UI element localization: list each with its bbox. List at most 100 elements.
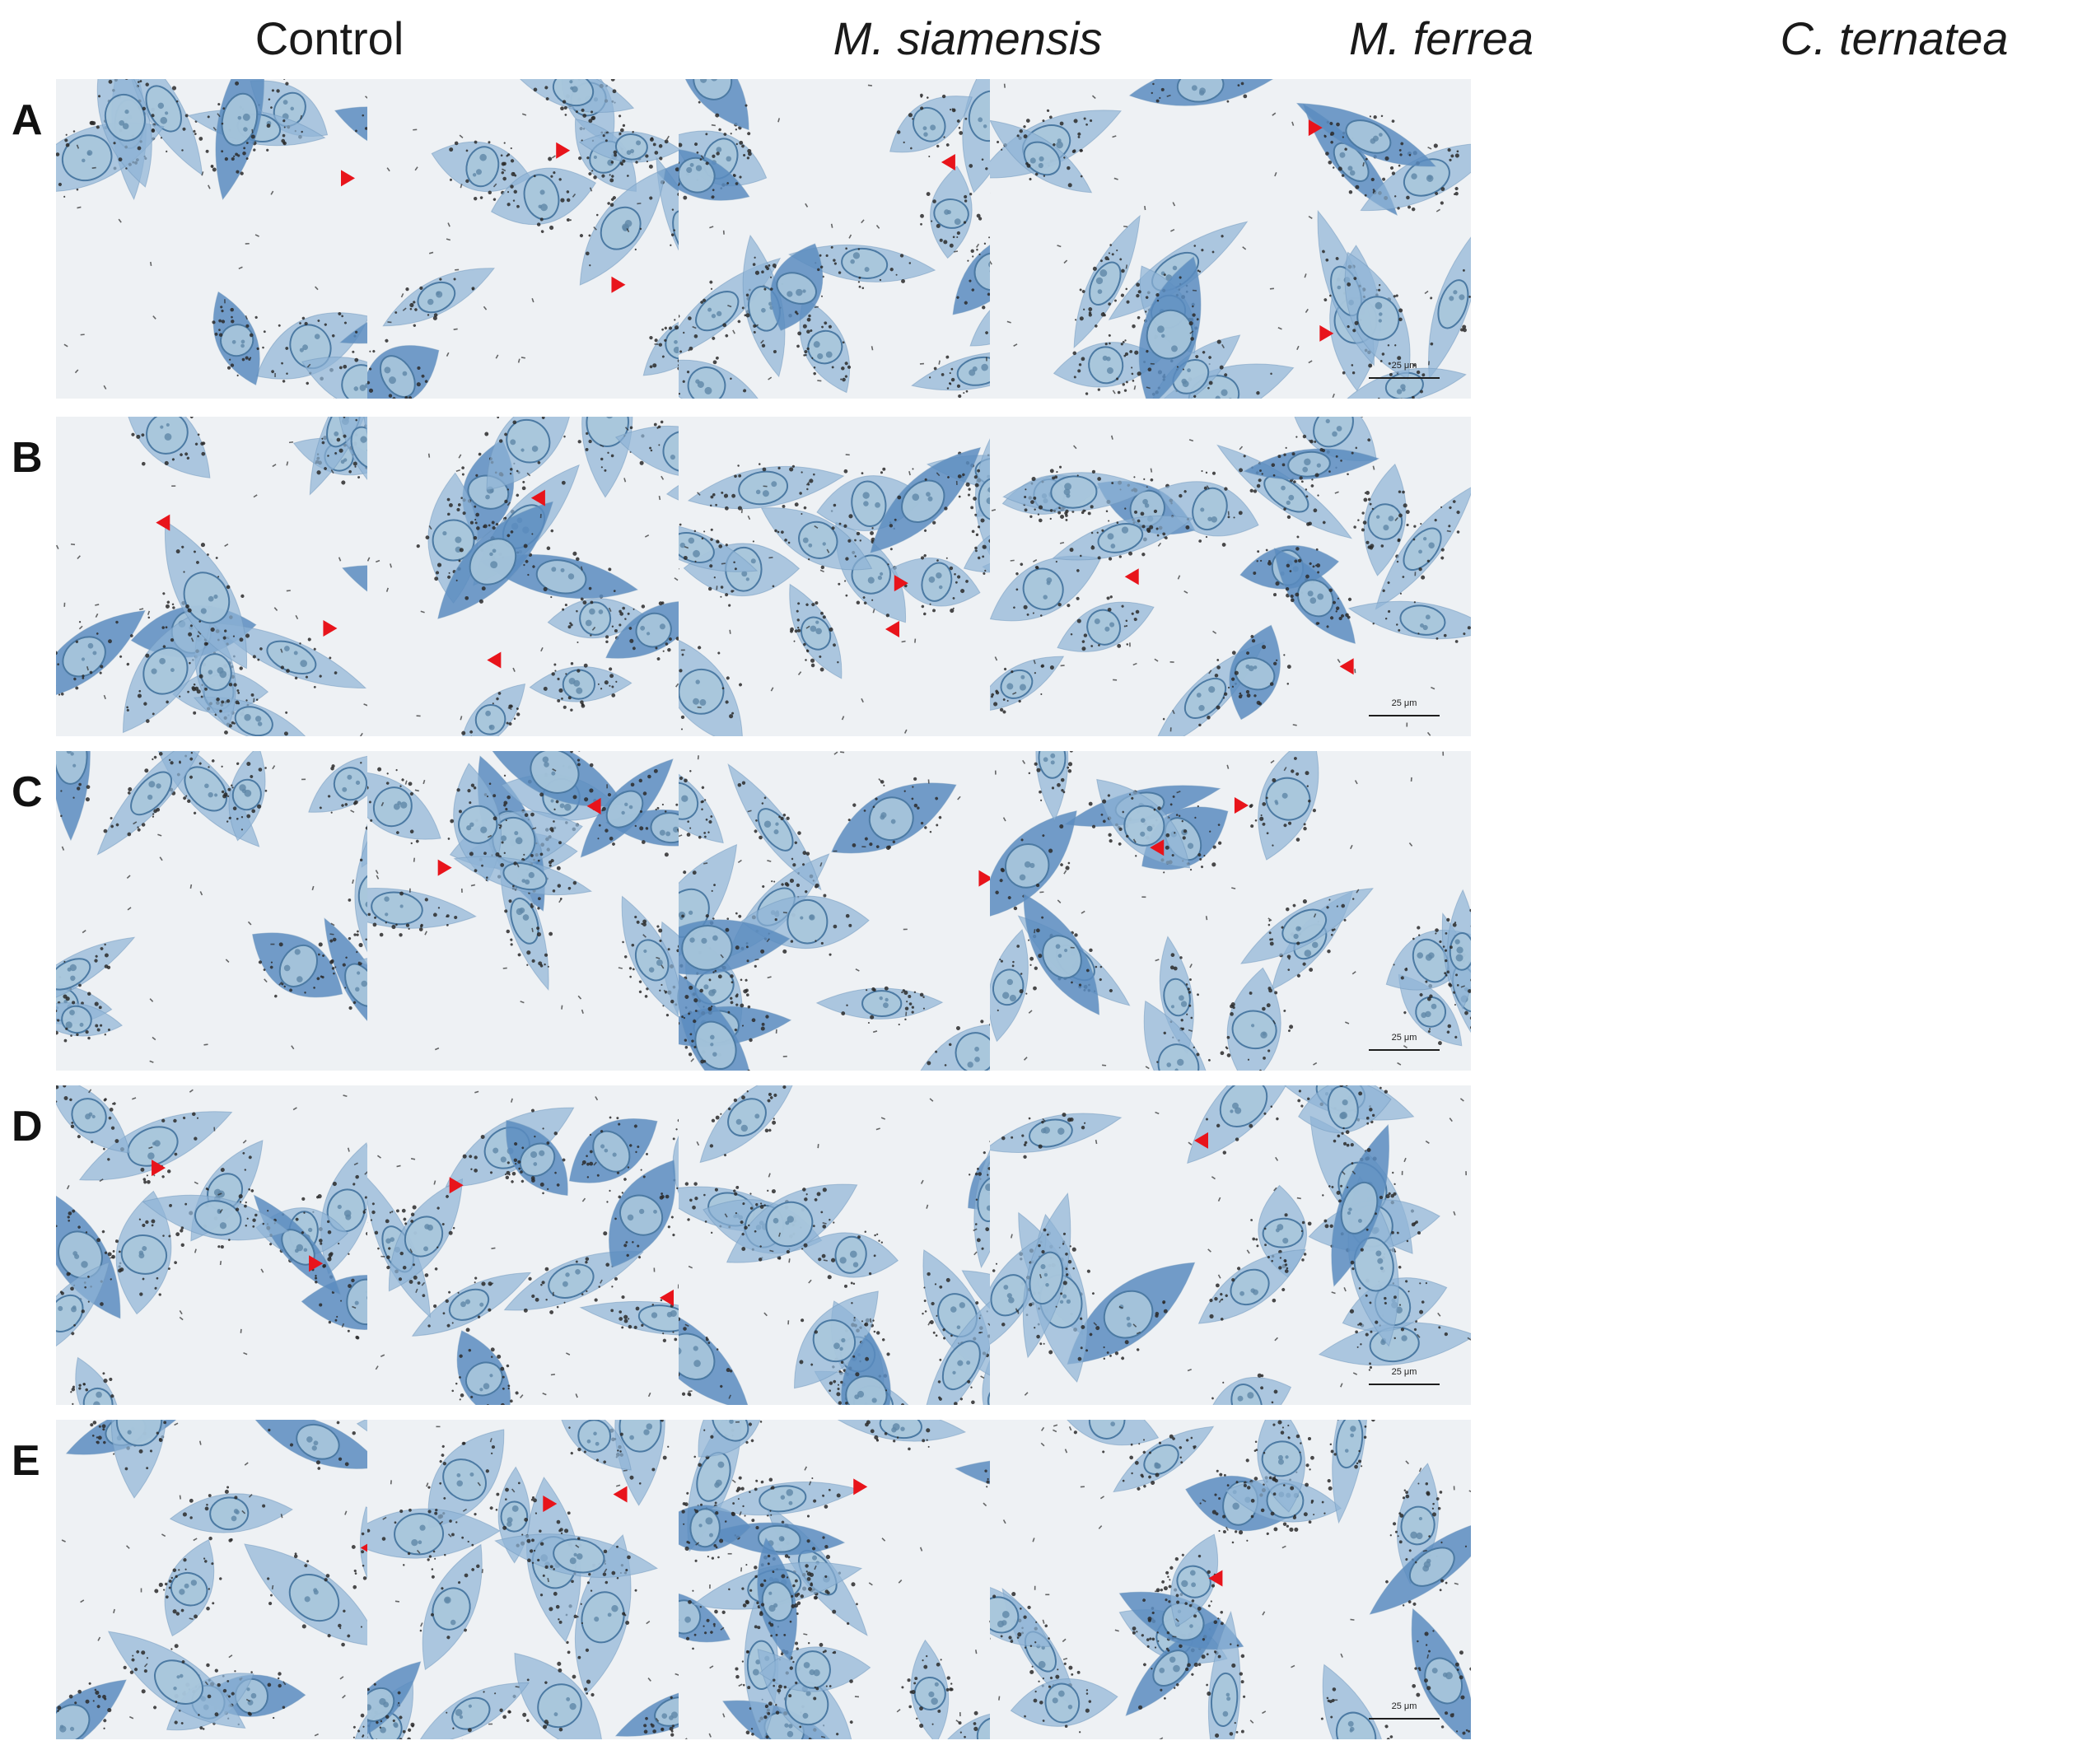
- cell: [490, 156, 597, 233]
- cell: [1243, 441, 1380, 483]
- arrowhead-marker: [437, 859, 452, 876]
- cell: [679, 1501, 752, 1562]
- cell: [763, 243, 824, 331]
- micrograph-image: [990, 417, 1471, 736]
- arrowhead-marker: [1150, 839, 1165, 856]
- cell: [382, 268, 496, 327]
- cell: [107, 1631, 246, 1729]
- arrowhead-marker: [978, 870, 993, 887]
- cell: [679, 520, 759, 579]
- cell: [789, 583, 843, 679]
- micrograph-image: [990, 751, 1471, 1071]
- arrowhead-marker: [1339, 658, 1354, 675]
- arrowhead-marker: [156, 514, 170, 531]
- cell: [1143, 1000, 1212, 1071]
- cell: [484, 417, 575, 491]
- cell: [1245, 1420, 1314, 1513]
- micrograph-panel: 25 μm: [990, 1420, 1471, 1739]
- cell: [111, 1420, 167, 1499]
- cell: [56, 1261, 110, 1364]
- arrowhead-marker: [1234, 796, 1249, 814]
- arrowhead-marker: [660, 1289, 675, 1306]
- cell: [831, 1420, 967, 1451]
- cell: [800, 1230, 899, 1288]
- column-header: M. ferrea: [1348, 12, 1534, 64]
- cell: [419, 1543, 483, 1671]
- cell: [603, 1160, 679, 1268]
- cell: [1113, 1426, 1215, 1493]
- cell: [1053, 334, 1163, 395]
- cell: [1240, 888, 1375, 964]
- column-header: C. ternatea: [1780, 12, 2009, 64]
- cell: [679, 754, 724, 844]
- cell: [427, 1429, 505, 1528]
- cell: [1187, 1085, 1306, 1164]
- arrowhead-marker: [1208, 1570, 1223, 1587]
- cell: [417, 1682, 530, 1739]
- cell: [447, 763, 508, 883]
- arrowhead-marker: [309, 1255, 324, 1272]
- cell: [727, 763, 822, 891]
- scale-bar-label: 25 μm: [1391, 1033, 1417, 1043]
- cell: [1327, 1420, 1375, 1524]
- scale-bar-line: [1369, 1384, 1440, 1385]
- cell: [1129, 256, 1202, 399]
- cell: [568, 1116, 658, 1183]
- row-label: C: [12, 768, 43, 816]
- cell: [815, 986, 944, 1026]
- cell: [990, 1579, 1051, 1649]
- arrowhead-marker: [853, 1478, 868, 1496]
- cell: [990, 555, 1102, 622]
- arrowhead-marker: [1124, 568, 1139, 586]
- cell: [1161, 1533, 1219, 1627]
- cell: [990, 929, 1037, 1043]
- cell: [480, 751, 625, 810]
- cell: [367, 888, 477, 937]
- cell: [1375, 485, 1471, 610]
- cell: [679, 631, 744, 736]
- cell: [367, 1508, 501, 1570]
- arrowhead-marker: [611, 276, 626, 293]
- cell: [698, 1420, 767, 1458]
- row-label: A: [12, 96, 43, 144]
- arrowhead-marker: [1193, 1132, 1208, 1149]
- cell: [1360, 142, 1471, 212]
- arrowhead-marker: [586, 797, 601, 814]
- row-label: E: [12, 1437, 40, 1485]
- cell: [1205, 1373, 1292, 1405]
- cell: [244, 1543, 381, 1647]
- cell: [1002, 465, 1151, 521]
- cell: [889, 93, 973, 157]
- cell: [221, 751, 268, 842]
- arrowhead-marker: [556, 142, 571, 159]
- cell: [1353, 463, 1417, 576]
- cell: [1273, 548, 1356, 644]
- cell: [451, 1330, 519, 1405]
- scale-bar-label: 25 μm: [1391, 361, 1417, 371]
- cell: [920, 166, 983, 259]
- cell: [990, 1113, 1123, 1160]
- cell: [111, 1190, 184, 1315]
- cell: [529, 662, 633, 712]
- micrograph-image: [990, 79, 1471, 399]
- arrowhead-marker: [449, 1177, 464, 1194]
- cell: [621, 895, 682, 1020]
- cell: [1067, 1262, 1196, 1365]
- scale-bar-line: [1369, 715, 1440, 716]
- cell: [89, 79, 163, 188]
- cell: [1398, 973, 1463, 1047]
- scale-bar-label: 25 μm: [1391, 1701, 1417, 1711]
- arrowhead-marker: [613, 1486, 628, 1503]
- scale-bar-line: [1369, 1049, 1440, 1051]
- cell: [1347, 600, 1471, 643]
- arrowhead-marker: [341, 170, 356, 187]
- cell: [1010, 1668, 1118, 1734]
- scale-bar: 25 μm: [1369, 1701, 1440, 1726]
- arrowhead-marker: [894, 575, 908, 592]
- cell: [252, 932, 343, 998]
- cell: [459, 683, 526, 736]
- cell: [687, 463, 845, 511]
- cell: [889, 553, 981, 616]
- cell: [679, 79, 749, 131]
- cell: [453, 852, 593, 901]
